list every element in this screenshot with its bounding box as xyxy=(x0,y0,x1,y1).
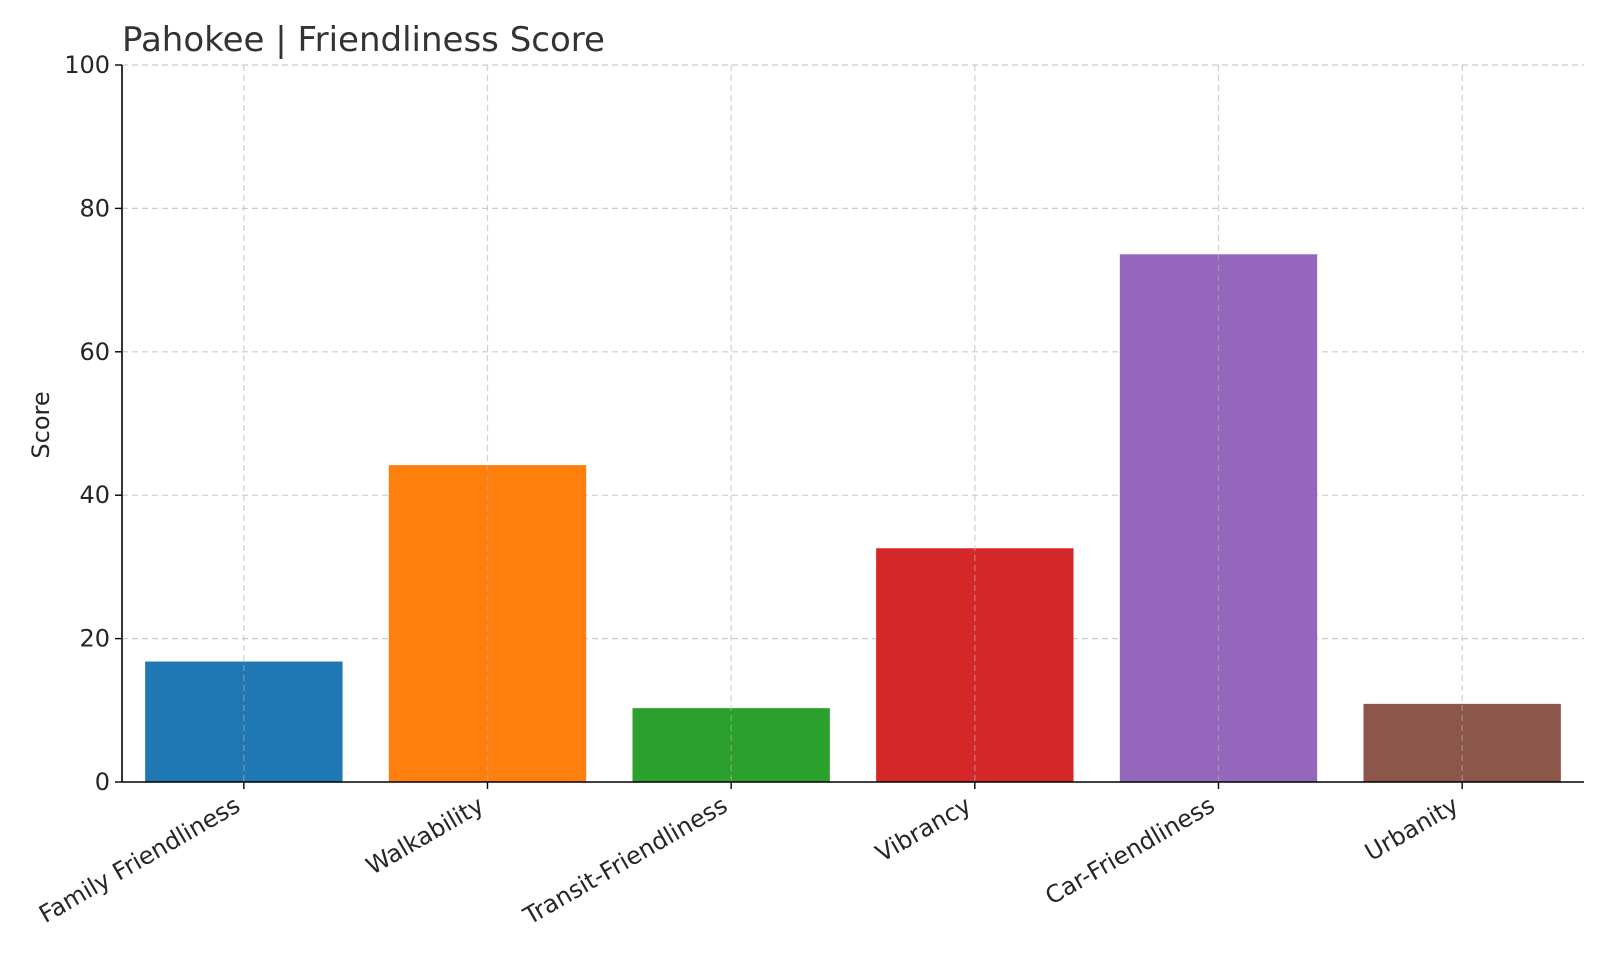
x-tick-label: Transit-Friendliness xyxy=(518,791,732,931)
x-tick-label: Family Friendliness xyxy=(34,791,245,929)
y-tick-label: 40 xyxy=(79,481,110,509)
chart-title: Pahokee | Friendliness Score xyxy=(122,20,605,60)
y-tick-label: 60 xyxy=(79,338,110,366)
axes xyxy=(121,65,1584,783)
x-tick-labels: Family Friendliness Walkability Transit-Fr… xyxy=(34,782,1463,931)
bars xyxy=(145,254,1561,783)
y-tick-label: 0 xyxy=(95,768,110,796)
x-tick-label: Car-Friendliness xyxy=(1040,791,1219,911)
y-tick-label: 20 xyxy=(79,625,110,653)
y-tick-label: 80 xyxy=(79,194,110,222)
bar-walkability xyxy=(388,465,587,782)
x-tick-label: Walkability xyxy=(361,791,488,881)
y-axis-label: Score xyxy=(27,391,55,458)
gridlines xyxy=(122,64,1584,640)
bar-family-friendliness xyxy=(145,661,343,782)
x-tick-label: Vibrancy xyxy=(871,791,976,868)
x-tick-label: Urbanity xyxy=(1360,791,1463,867)
y-tick-labels: 0 20 40 60 80 100 xyxy=(64,51,122,796)
y-tick-label: 100 xyxy=(64,51,110,79)
